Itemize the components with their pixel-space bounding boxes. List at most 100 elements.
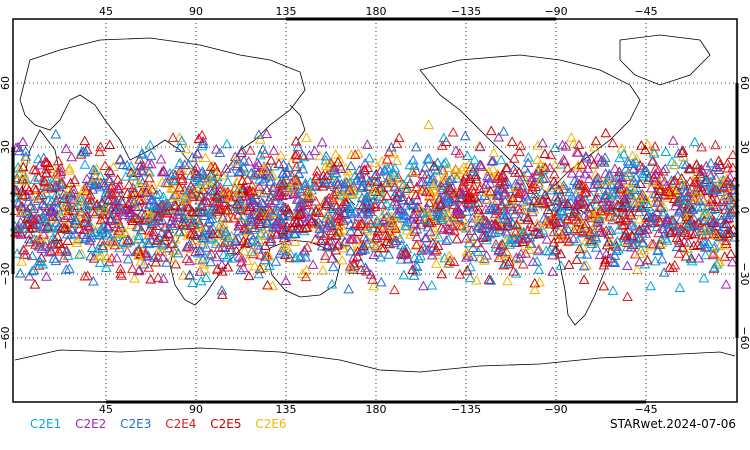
observation-marker [115, 222, 126, 233]
observation-marker [271, 218, 282, 229]
observation-marker [97, 242, 109, 253]
observation-marker [29, 174, 41, 184]
observation-marker [231, 198, 243, 209]
observation-marker [503, 183, 515, 194]
observation-marker [316, 136, 328, 147]
observation-marker [584, 208, 595, 219]
observation-marker [181, 241, 193, 252]
observation-marker [344, 263, 356, 273]
observation-marker [584, 226, 596, 237]
observation-marker [402, 253, 414, 264]
observation-marker [472, 246, 484, 256]
observation-marker [429, 225, 441, 235]
observation-marker [18, 222, 29, 233]
observation-marker [268, 205, 280, 216]
observation-marker [605, 212, 617, 222]
observation-marker [217, 212, 229, 222]
observation-marker [297, 150, 308, 160]
observation-marker [443, 175, 455, 186]
observation-marker [389, 181, 401, 192]
observation-marker [180, 194, 192, 204]
observation-marker [111, 210, 123, 221]
observation-marker [592, 178, 604, 188]
observation-marker [480, 179, 492, 189]
observation-marker [127, 263, 138, 273]
observation-marker [707, 249, 719, 260]
observation-marker [140, 250, 152, 261]
observation-marker [461, 246, 473, 257]
observation-marker [193, 133, 205, 143]
observation-marker [630, 157, 642, 167]
observation-marker [667, 215, 679, 225]
observation-marker [425, 186, 436, 197]
observation-marker [363, 177, 375, 187]
observation-marker [623, 167, 634, 177]
observation-marker [300, 199, 312, 209]
observation-marker [727, 256, 738, 267]
observation-marker [453, 167, 465, 177]
observation-marker [359, 164, 371, 175]
observation-marker [641, 217, 653, 228]
observation-marker [255, 249, 266, 260]
observation-marker [492, 185, 504, 196]
observation-marker [314, 221, 325, 232]
observation-marker [270, 221, 282, 232]
observation-marker [76, 195, 88, 206]
observation-marker [654, 239, 666, 249]
observation-marker [576, 159, 588, 169]
observation-marker [194, 181, 206, 192]
observation-marker [720, 238, 732, 249]
observation-marker [60, 246, 72, 257]
observation-marker [316, 240, 328, 251]
observation-marker [634, 160, 646, 170]
observation-marker [23, 233, 35, 244]
observation-marker [650, 255, 661, 266]
observation-marker [223, 189, 235, 199]
observation-marker [426, 279, 438, 290]
observation-marker [106, 203, 118, 214]
lon-tick-bottom-2: 90 [189, 403, 203, 416]
observation-marker [95, 223, 107, 234]
observation-marker [183, 165, 195, 175]
observation-marker [207, 228, 219, 238]
lon-tick-bottom-5: −135 [451, 403, 481, 416]
observation-marker [126, 189, 138, 199]
observation-marker [181, 253, 193, 263]
observation-marker [123, 179, 135, 190]
observation-marker [512, 203, 524, 214]
observation-marker [211, 251, 222, 262]
observation-marker [15, 216, 26, 227]
observation-marker [491, 221, 502, 231]
observation-marker [197, 138, 209, 149]
observation-marker [397, 191, 409, 201]
observation-marker [487, 163, 499, 174]
observation-marker [495, 154, 507, 165]
observation-marker [214, 147, 226, 157]
observation-marker [545, 182, 557, 192]
observation-marker [94, 257, 106, 268]
observation-marker [29, 279, 41, 289]
observation-marker [468, 180, 479, 191]
observation-marker [440, 235, 452, 245]
observation-marker [613, 178, 625, 189]
observation-marker [415, 219, 427, 230]
observation-marker [391, 235, 402, 245]
observation-marker [532, 154, 543, 164]
frame-ticks [11, 17, 739, 404]
observation-marker [124, 204, 136, 214]
observation-marker [563, 259, 575, 269]
observation-marker [641, 212, 652, 222]
observation-marker [22, 208, 33, 218]
observation-marker [156, 166, 168, 177]
observation-marker [689, 136, 701, 147]
observation-marker [708, 246, 719, 257]
observation-marker [226, 230, 237, 241]
observation-marker [267, 169, 278, 180]
observation-marker [195, 275, 207, 286]
observation-marker [676, 180, 688, 191]
observation-marker [356, 172, 367, 183]
observation-marker [325, 241, 337, 252]
observation-marker [527, 256, 539, 266]
observation-marker [39, 213, 51, 224]
observation-marker [249, 260, 261, 271]
